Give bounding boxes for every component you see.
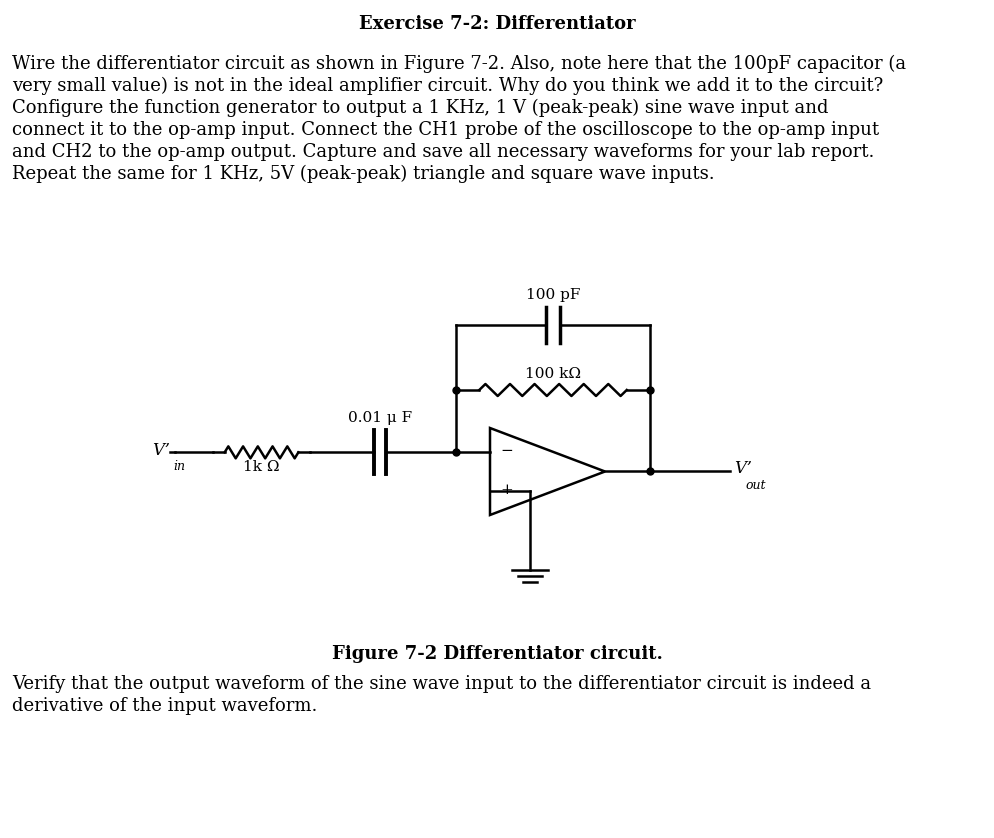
Text: out: out xyxy=(745,478,765,492)
Text: 0.01 μ F: 0.01 μ F xyxy=(348,411,413,426)
Text: +: + xyxy=(500,483,513,497)
Text: Figure 7-2 Differentiator circuit.: Figure 7-2 Differentiator circuit. xyxy=(332,645,662,663)
Text: Exercise 7-2: Differentiator: Exercise 7-2: Differentiator xyxy=(359,15,635,33)
Text: 100 pF: 100 pF xyxy=(526,288,580,302)
Text: in: in xyxy=(173,460,185,473)
Text: derivative of the input waveform.: derivative of the input waveform. xyxy=(12,697,317,715)
Text: Configure the function generator to output a 1 KHz, 1 V (peak-peak) sine wave in: Configure the function generator to outp… xyxy=(12,99,829,117)
Text: 100 kΩ: 100 kΩ xyxy=(525,367,581,381)
Text: Wire the differentiator circuit as shown in Figure 7-2. Also, note here that the: Wire the differentiator circuit as shown… xyxy=(12,55,907,73)
Text: V’: V’ xyxy=(152,442,170,459)
Text: connect it to the op-amp input. Connect the CH1 probe of the oscilloscope to the: connect it to the op-amp input. Connect … xyxy=(12,121,879,139)
Text: 1k Ω: 1k Ω xyxy=(244,460,279,474)
Text: very small value) is not in the ideal amplifier circuit. Why do you think we add: very small value) is not in the ideal am… xyxy=(12,77,884,96)
Text: and CH2 to the op-amp output. Capture and save all necessary waveforms for your : and CH2 to the op-amp output. Capture an… xyxy=(12,143,875,161)
Text: −: − xyxy=(500,444,513,458)
Text: Repeat the same for 1 KHz, 5V (peak-peak) triangle and square wave inputs.: Repeat the same for 1 KHz, 5V (peak-peak… xyxy=(12,165,715,184)
Text: Verify that the output waveform of the sine wave input to the differentiator cir: Verify that the output waveform of the s… xyxy=(12,675,871,693)
Text: V’: V’ xyxy=(734,460,751,477)
